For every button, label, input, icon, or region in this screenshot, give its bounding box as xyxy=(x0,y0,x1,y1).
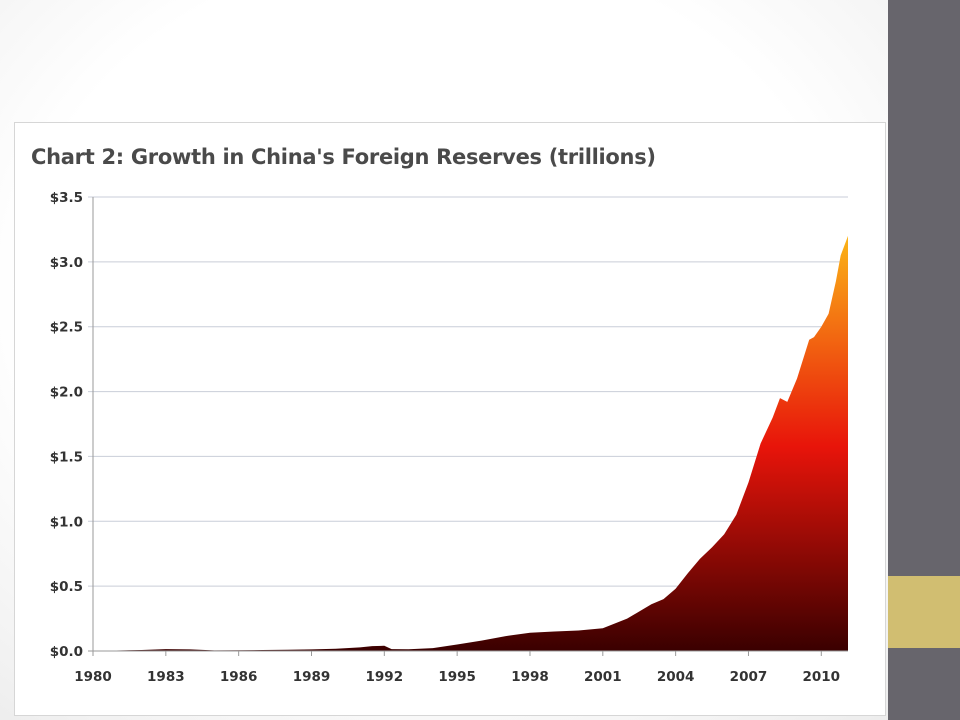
y-tick-label: $1.5 xyxy=(50,449,83,465)
chart-title: Chart 2: Growth in China's Foreign Reser… xyxy=(31,145,656,169)
y-tick-label: $2.5 xyxy=(50,320,83,336)
x-tick-label: 1992 xyxy=(366,669,404,685)
x-tick-label: 1998 xyxy=(511,669,549,685)
y-tick-label: $1.0 xyxy=(50,514,83,530)
x-tick-label: 2001 xyxy=(584,669,622,685)
x-tick-label: 1986 xyxy=(220,669,258,685)
y-tick-label: $0.5 xyxy=(50,579,83,595)
side-accent-block xyxy=(888,576,960,648)
x-tick-label: 1995 xyxy=(438,669,476,685)
x-tick-label: 2004 xyxy=(657,669,695,685)
x-tick-label: 2007 xyxy=(730,669,768,685)
y-tick-label: $3.5 xyxy=(50,190,83,206)
chart-plot: $0.0 $0.5 $1.0 $1.5 $2.0 $2.5 $3.0 $3.5 1980 198… xyxy=(50,190,848,685)
y-tick-label: $0.0 xyxy=(50,644,83,660)
reserves-area xyxy=(93,235,848,651)
chart-frame: Chart 2: Growth in China's Foreign Reser… xyxy=(14,122,886,716)
x-tick-label: 1980 xyxy=(74,669,112,685)
x-tick-label: 1989 xyxy=(293,669,331,685)
x-tick-label: 1983 xyxy=(147,669,185,685)
x-tick-label: 2010 xyxy=(803,669,841,685)
y-tick-label: $2.0 xyxy=(50,385,83,401)
y-tick-label: $3.0 xyxy=(50,255,83,271)
